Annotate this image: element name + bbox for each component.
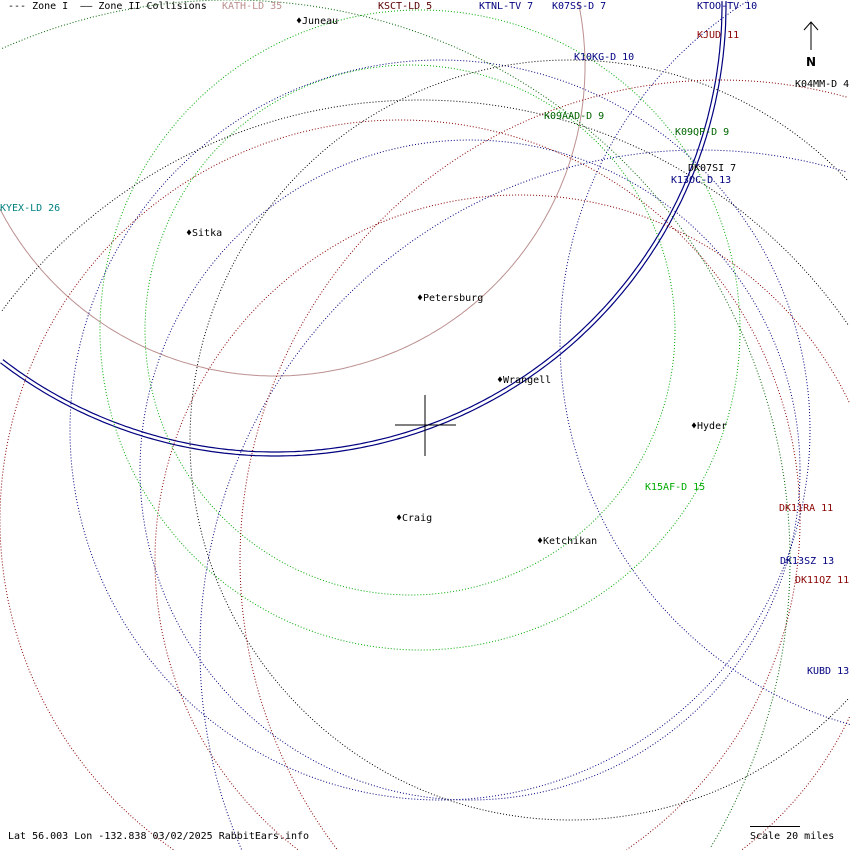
coverage-contour [154,194,850,850]
station-label[interactable]: DK11RA 11 [779,503,834,514]
coverage-contour [741,716,850,850]
station-label[interactable]: K09QP-D 9 [675,127,730,138]
legend-zone1: --- Zone I [8,1,69,12]
city-marker: ♦Craig [396,513,433,524]
coverage-contour [1,0,791,560]
legend-zone2: —— Zone II [80,1,141,12]
coverage-contour [0,119,801,850]
station-label[interactable]: K04MM-D 4 [795,79,850,90]
city-marker: ♦Juneau [296,16,339,27]
legend: --- Zone I —— Zone II Collisions [8,1,207,12]
station-label-hidden[interactable]: KATH-LD 35 [222,1,283,12]
station-label[interactable]: K09AAD-D 9 [544,111,605,122]
coverage-contour [626,520,801,850]
station-label[interactable]: KJUD 11 [697,30,740,41]
station-label[interactable]: KTNL-TV 7 [479,1,534,12]
station-label[interactable]: K10KG-D 10 [574,52,635,63]
station-label[interactable]: KSCT-LD 5 [378,1,433,12]
coverage-contour [0,5,727,457]
station-label[interactable]: DK07SI 7 [688,163,737,174]
station-label[interactable]: DK11QZ 11 [795,575,850,586]
city-marker: ♦Sitka [186,228,223,239]
scale-bar [750,826,800,827]
coverage-contour [69,59,811,801]
coverage-contour [2,5,723,453]
scale-label: Scale 20 miles [750,831,835,842]
city-marker: ♦Petersburg [417,293,484,304]
station-label[interactable]: KTOO-TV 10 [697,1,758,12]
station-label[interactable]: KYEX-LD 26 [0,203,61,214]
coverage-contour [709,560,791,849]
coverage-contour [199,149,847,850]
footer-info: Lat 56.003 Lon -132.838 03/02/2025 Rabbi… [8,831,310,842]
station-label[interactable]: KUBD 13 [807,666,850,677]
north-arrow-icon [803,21,819,50]
coverage-contour [0,66,586,377]
station-label[interactable]: K13OC-D 13 [671,175,732,186]
city-marker: ♦Wrangell [497,375,552,386]
legend-collisions: Collisions [146,1,207,12]
station-label[interactable]: DK13SZ 13 [780,556,835,567]
city-marker: ♦Ketchikan [537,536,598,547]
station-label[interactable]: K07SS-D 7 [552,1,607,12]
coverage-contour [189,59,849,821]
station-label[interactable]: K15AF-D 15 [645,482,706,493]
city-marker: ♦Hyder [691,421,728,432]
coverage-contour [99,9,741,651]
coverage-contour [139,139,801,801]
coverage-contour [239,79,849,850]
coverage-contour [559,0,850,725]
north-label: N [806,55,817,69]
